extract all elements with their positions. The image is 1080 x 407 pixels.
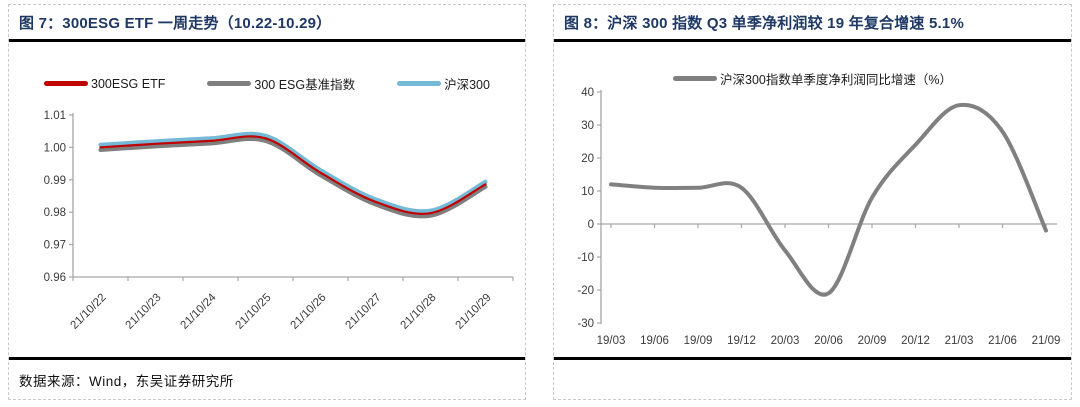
y-tick-label: 0 — [588, 219, 594, 231]
series-line-0 — [99, 135, 487, 215]
figure-8-chart-area: 沪深300指数单季度净利润同比增速（%） 40 30 20 10 0 -10 -20 -30 1… — [554, 42, 1071, 357]
x-tick-label: 19/12 — [727, 335, 756, 347]
source-divider-line — [9, 357, 525, 360]
x-tick-label: 21/10/27 — [343, 292, 383, 332]
figure-7-chart-area: 300ESG ETF 300 ESG基准指数 沪深300 1.01 1.00 0.99 0… — [9, 42, 525, 357]
x-tick-label: 21/10/28 — [398, 292, 438, 332]
legend-label: 300 ESG基准指数 — [254, 78, 356, 92]
legend-item: 300 ESG基准指数 — [207, 74, 355, 93]
x-tick-label: 21/03 — [945, 335, 974, 347]
legend-label: 沪深300 — [444, 78, 490, 92]
x-tick-label: 20/09 — [858, 335, 887, 347]
x-tick-label: 21/10/26 — [288, 292, 328, 332]
y-tick-label: 30 — [581, 120, 594, 132]
series-line-1 — [98, 136, 488, 219]
figure-7-block: 图 7：300ESG ETF 一周走势（10.22-10.29） 300ESG … — [8, 4, 526, 400]
y-tick-label: 0.96 — [44, 272, 66, 284]
legend-swatch — [207, 81, 252, 86]
x-tick-label: 21/10/22 — [68, 292, 108, 332]
y-tick-label: 10 — [581, 186, 594, 198]
x-tick-label: 21/10/24 — [178, 291, 219, 332]
figure-8-block: 图 8：沪深 300 指数 Q3 单季净利润较 19 年复合增速 5.1% 沪深… — [553, 4, 1072, 400]
legend-swatch — [397, 81, 442, 86]
x-tick-label: 19/09 — [684, 335, 713, 347]
x-tick-label: 21/10/23 — [123, 292, 163, 332]
figure-8-source-note — [554, 360, 1071, 399]
figure-8-title: 图 8：沪深 300 指数 Q3 单季净利润较 19 年复合增速 5.1% — [564, 14, 964, 32]
legend-swatch — [673, 76, 717, 81]
series-line-2 — [98, 131, 488, 214]
legend-item: 沪深300 — [397, 74, 490, 93]
x-tick-label: 19/06 — [640, 335, 669, 347]
legend-swatch — [44, 81, 89, 86]
y-tick-label: 40 — [581, 87, 594, 99]
x-tick-label: 21/09 — [1032, 335, 1061, 347]
x-tick-label: 19/03 — [597, 335, 626, 347]
y-tick-label: 0.99 — [44, 175, 66, 187]
y-tick-label: -10 — [577, 252, 594, 264]
x-tick-label: 20/06 — [814, 335, 843, 347]
y-tick-label: -30 — [577, 318, 594, 330]
y-tick-label: 20 — [581, 153, 594, 165]
y-tick-label: 1.00 — [44, 142, 66, 154]
legend-item: 沪深300指数单季度净利润同比增速（%） — [673, 69, 952, 88]
x-tick-label: 20/12 — [901, 335, 930, 347]
x-tick-label: 21/10/25 — [233, 292, 273, 332]
x-tick-label: 20/03 — [771, 335, 800, 347]
title-divider-line — [554, 39, 1071, 42]
y-tick-label: 1.01 — [44, 110, 66, 122]
y-tick-label: 0.98 — [44, 207, 66, 219]
figure-7-legend: 300ESG ETF 300 ESG基准指数 沪深300 — [9, 74, 525, 93]
figure-7-title: 图 7：300ESG ETF 一周走势（10.22-10.29） — [19, 14, 332, 32]
x-tick-label: 21/06 — [988, 335, 1017, 347]
legend-label: 沪深300指数单季度净利润同比增速（%） — [720, 73, 952, 87]
legend-item: 300ESG ETF — [44, 77, 165, 91]
source-divider-line — [554, 357, 1071, 360]
figure-7-source-note: 数据来源：Wind，东吴证券研究所 — [19, 373, 234, 389]
y-tick-label: -20 — [577, 285, 594, 297]
figure-8-legend: 沪深300指数单季度净利润同比增速（%） — [554, 69, 1071, 88]
title-divider-line — [9, 39, 525, 42]
legend-label: 300ESG ETF — [91, 76, 166, 91]
y-tick-label: 0.97 — [44, 240, 66, 252]
series-line-0 — [609, 102, 1048, 297]
x-tick-label: 21/10/29 — [453, 292, 493, 332]
